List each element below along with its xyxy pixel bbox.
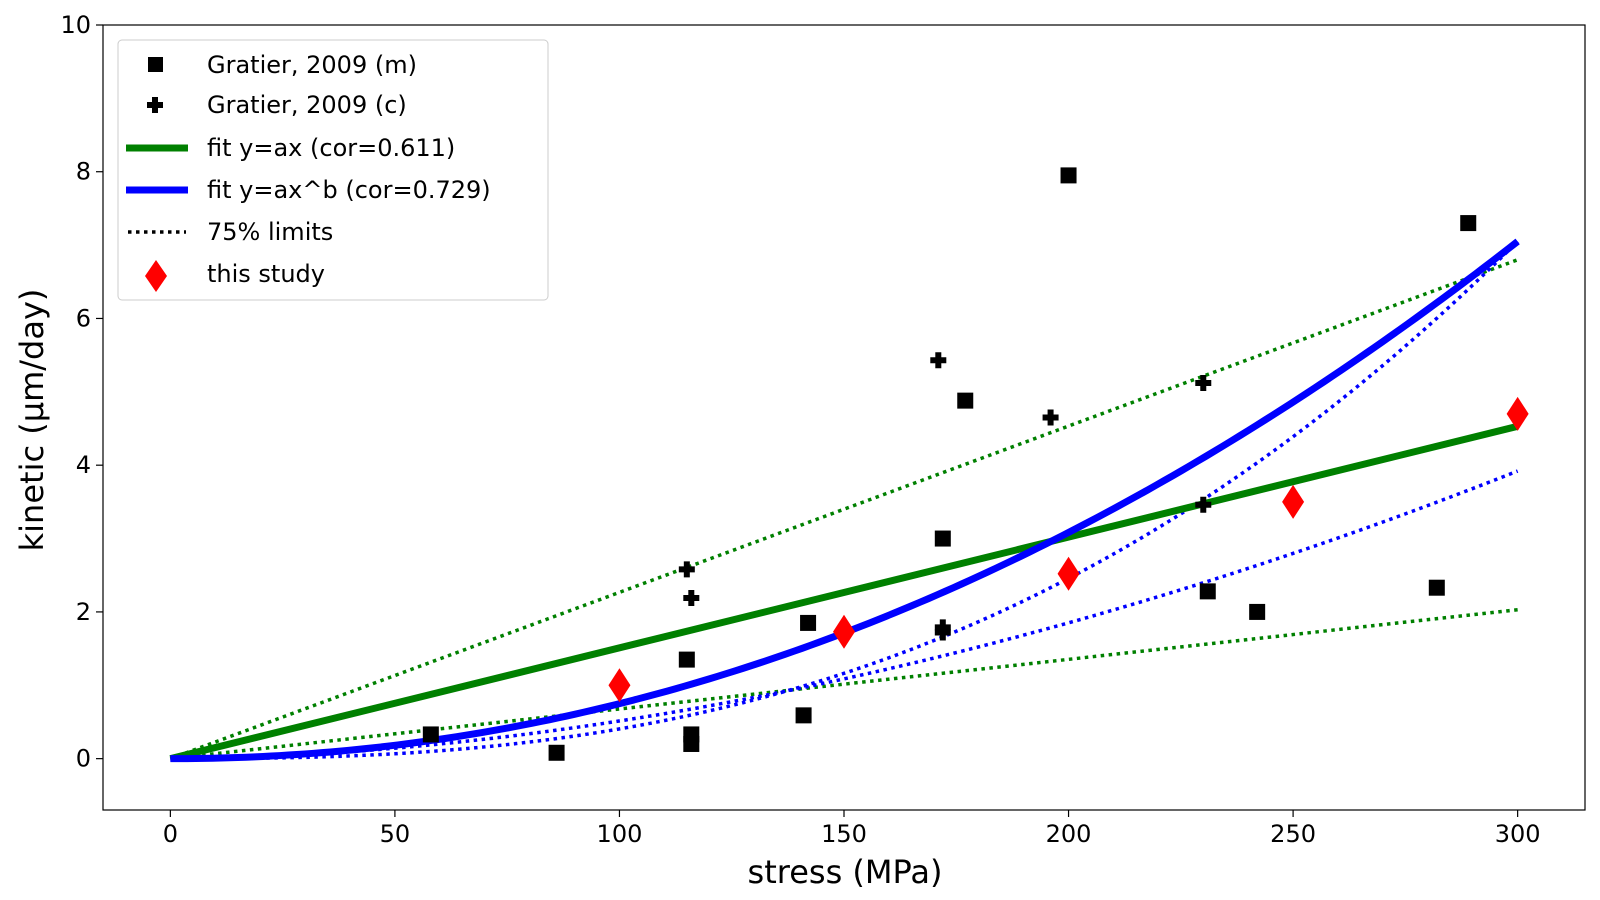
gratier-m-point [683,735,700,752]
y-tick-label: 10 [60,11,91,39]
gratier-c-point [930,352,947,369]
y-axis-title: kinetic (μm/day) [13,289,51,552]
gratier-c-point [678,561,695,578]
legend-label-this-study: this study [207,260,325,288]
limit-line [170,607,1518,761]
x-tick-label: 100 [597,820,643,848]
this-study-point [1057,556,1080,591]
gratier-m-point [934,530,951,547]
gratier-c-point [1195,496,1212,513]
gratier-c-point [683,589,700,606]
x-tick-label: 0 [163,820,178,848]
y-tick-label: 4 [76,451,91,479]
gratier-m-point [678,651,695,668]
gratier-c-point [1195,375,1212,392]
legend-swatch-gratier-c [147,97,163,113]
x-tick-label: 150 [821,820,867,848]
this-study-point [833,614,855,649]
markers-layer [422,167,1529,761]
legend: Gratier, 2009 (m) Gratier, 2009 (c) fit … [117,39,549,301]
legend-swatch-this-study [145,260,167,292]
ticks-layer: 0 50 100 150 200 250 300 0 2 4 6 8 10 [60,11,1540,848]
gratier-m-point [1060,167,1077,184]
fit-power-line [170,238,1520,763]
legend-swatch-gratier-m [148,57,163,72]
y-tick-label: 8 [76,158,91,186]
gratier-m-point [422,726,439,743]
gratier-m-point [1199,583,1216,600]
lines-layer [169,238,1520,763]
x-tick-label: 50 [380,820,411,848]
gratier-m-point [548,744,565,761]
this-study-point [1282,484,1305,519]
gratier-c-point [1042,409,1059,426]
y-tick-label: 2 [76,598,91,626]
this-study-point [1506,396,1529,431]
y-tick-label: 6 [76,304,91,332]
legend-label-fit-power: fit y=ax^b (cor=0.729) [207,176,491,204]
x-tick-label: 200 [1046,820,1092,848]
legend-label-fit-linear: fit y=ax (cor=0.611) [207,134,455,162]
legend-label-gratier-c: Gratier, 2009 (c) [207,91,407,119]
gratier-m-point [1428,579,1445,596]
x-tick-label: 250 [1270,820,1316,848]
x-tick-label: 300 [1495,820,1541,848]
x-axis-title: stress (MPa) [748,853,943,891]
gratier-m-point [1249,603,1266,620]
limit-line [170,240,1519,761]
limit-line [169,258,1519,761]
legend-label-gratier-m: Gratier, 2009 (m) [207,51,417,79]
fit-linear-line [169,422,1519,763]
legend-label-limits: 75% limits [207,218,333,246]
gratier-m-point [800,614,817,631]
gratier-m-point [957,392,974,409]
gratier-m-point [795,707,812,724]
gratier-m-point [1460,215,1477,232]
y-tick-label: 0 [76,745,91,773]
gratier-c-point [934,624,951,641]
this-study-point [608,668,631,703]
legend-box [117,39,549,301]
